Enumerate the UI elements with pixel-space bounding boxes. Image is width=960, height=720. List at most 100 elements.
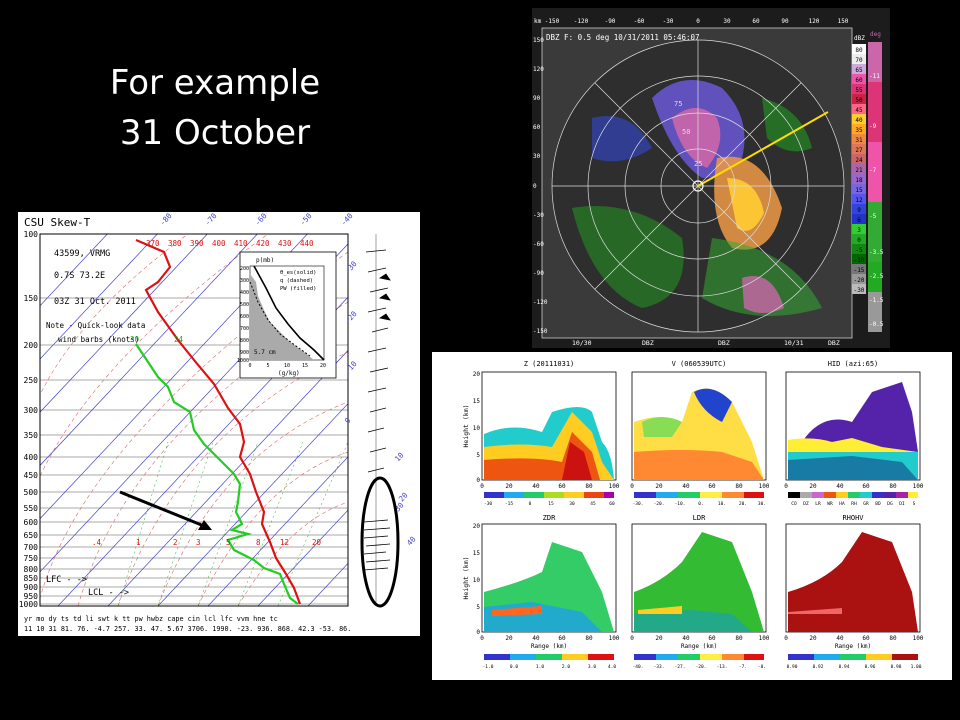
- highlight-circle: [360, 476, 400, 608]
- y-tick: 0: [476, 629, 480, 636]
- deg-level: -2.5: [869, 273, 884, 280]
- dbz-colorbar-title: dBZ: [854, 35, 865, 42]
- y-tick: 15: [473, 550, 481, 557]
- radar-y-tick: -30: [533, 212, 544, 219]
- deg-level: -9: [869, 123, 877, 130]
- cb-label: -27.: [675, 664, 686, 670]
- x-tick: 100: [759, 635, 770, 642]
- p-label: 400: [24, 453, 39, 462]
- station-location: 0.7S 73.2E: [54, 271, 105, 281]
- radar-footer-right: 10/31: [784, 339, 804, 347]
- cb-label: -13.: [717, 664, 728, 670]
- range-xlabel: Range (km): [681, 643, 717, 650]
- radar-y-tick: 60: [533, 124, 541, 131]
- inset-y-tick: 800: [240, 338, 249, 344]
- cb-label: 0.90: [787, 664, 798, 670]
- x-tick: 40: [682, 483, 690, 490]
- inset-y-tick: 900: [240, 350, 249, 356]
- p-label: 800: [24, 565, 39, 574]
- radar-x-tick: 150: [838, 18, 849, 25]
- cb-label: 20.: [739, 501, 747, 507]
- x-tick: 60: [862, 483, 870, 490]
- cross-ylabel-bottom: Height (km): [462, 556, 470, 599]
- dbz-level: 50: [855, 97, 863, 104]
- cb-label: -20.: [654, 501, 665, 507]
- footer-values: 11 10 31 81. 76. -4.7 257. 33. 47. 5.67 …: [24, 625, 351, 633]
- x-tick: 20: [655, 483, 663, 490]
- x-tick: 40: [532, 483, 540, 490]
- colorbar-labels-bottom: -1.0 0.0 1.0 2.0 3.0 4.0 -40. -33. -27. …: [483, 664, 922, 670]
- dbz-level: 0: [857, 237, 861, 244]
- cross-title-ldr: LDR: [693, 514, 706, 522]
- radar-y-tick: 30: [533, 153, 541, 160]
- radar-footer: 10/30 DBZ DBZ 10/31 DBZ: [572, 339, 840, 347]
- inset-x-tick: 15: [302, 363, 308, 369]
- footer-header: yr mo dy ts td li swt k tt pw hwbz cape …: [24, 615, 278, 623]
- x-tick: 60: [558, 483, 566, 490]
- dbz-level: 27: [855, 147, 863, 154]
- inset-y-tick: 600: [240, 314, 249, 320]
- deg-level: -5: [869, 213, 877, 220]
- x-tick: 40: [836, 483, 844, 490]
- p-label: 750: [24, 554, 39, 563]
- cb-label: 1.00: [911, 664, 922, 670]
- cb-label: RH: [851, 501, 857, 507]
- p-label: 650: [24, 531, 39, 540]
- cb-label: -1.0: [483, 664, 494, 670]
- range-xlabel: Range (km): [531, 643, 567, 650]
- radar-x-tick: -60: [634, 18, 645, 25]
- y-tick: 15: [473, 398, 481, 405]
- dbz-level: 6: [857, 217, 861, 224]
- dbz-level: -5: [855, 247, 863, 254]
- radar-x-axis: -150 -120 -90 -60 -30 0 30 60 90 120 150: [545, 18, 849, 25]
- radar-y-tick: -90: [533, 270, 544, 277]
- sounding-time: 03Z 31 Oct. 2011: [54, 297, 136, 307]
- panel-ldr: LDR: [631, 514, 767, 633]
- radar-site-icon: [692, 180, 704, 192]
- dbz-level: 60: [855, 77, 863, 84]
- note-30: 30: [130, 335, 140, 344]
- x-tick: 100: [913, 635, 924, 642]
- inset-y-tick: 700: [240, 326, 249, 332]
- isotherm-label: 0: [343, 416, 353, 426]
- theta-label: 410: [234, 239, 248, 248]
- radar-y-tick: 150: [533, 37, 544, 44]
- inset-legend-2: q (dashed): [280, 278, 313, 284]
- x-tick: 60: [708, 483, 716, 490]
- y-tick: 5: [476, 452, 480, 459]
- radar-footer-left: 10/30: [572, 339, 592, 347]
- note-24: 24: [174, 335, 184, 344]
- radar-svg: 25 50 75 DBZ F: 0.5 deg 10/31/2011 05:46…: [532, 8, 890, 348]
- cb-label: 3.0: [588, 664, 596, 670]
- cb-label: 10.: [718, 501, 726, 507]
- panel-zdr: ZDR: [481, 514, 617, 633]
- dbz-level: -10: [854, 257, 865, 264]
- radar-km-label: km: [534, 18, 542, 25]
- dbz-level: 31: [855, 137, 863, 144]
- radar-footer-mid1: DBZ: [642, 339, 654, 347]
- cross-y-axes: 20 15 10 5 0 20 15 10 5 0: [473, 371, 481, 636]
- deg-level: -11: [869, 73, 880, 80]
- deg-level: -3.5: [869, 249, 884, 256]
- sweep-line: [697, 111, 829, 187]
- cb-label: -7.: [739, 664, 747, 670]
- cb-label: -15: [505, 501, 513, 507]
- deg-level: -7: [869, 167, 877, 174]
- cross-title-zdr: ZDR: [543, 514, 556, 522]
- wind-barbs: [363, 234, 391, 606]
- x-tick: 80: [889, 483, 897, 490]
- inset-y-tick: 200: [240, 266, 249, 272]
- inset-xlabel: (g/kg): [278, 370, 300, 377]
- p-label: 100: [24, 230, 39, 239]
- p-label: 150: [24, 294, 39, 303]
- cross-sections: Z (20111031) V (060539UTC) HID (azi:65) …: [432, 352, 952, 680]
- inset-plot: p(mb) θ_es(solid) q (dashed) PW (filled)…: [237, 251, 337, 379]
- radar-y-axis: 150 120 90 60 30 0 -30 -60 -90 -120 -150: [533, 37, 548, 335]
- inset-pw-value: 5.7 cm: [254, 349, 276, 356]
- dbz-level: 35: [855, 127, 863, 134]
- cb-label: 15: [548, 501, 554, 507]
- x-tick: 0: [784, 483, 788, 490]
- panel-z: Z (20111031): [481, 360, 617, 481]
- theta-labels: 370 380 390 400 410 420 430 440: [146, 239, 314, 248]
- radar-x-tick: -30: [663, 18, 674, 25]
